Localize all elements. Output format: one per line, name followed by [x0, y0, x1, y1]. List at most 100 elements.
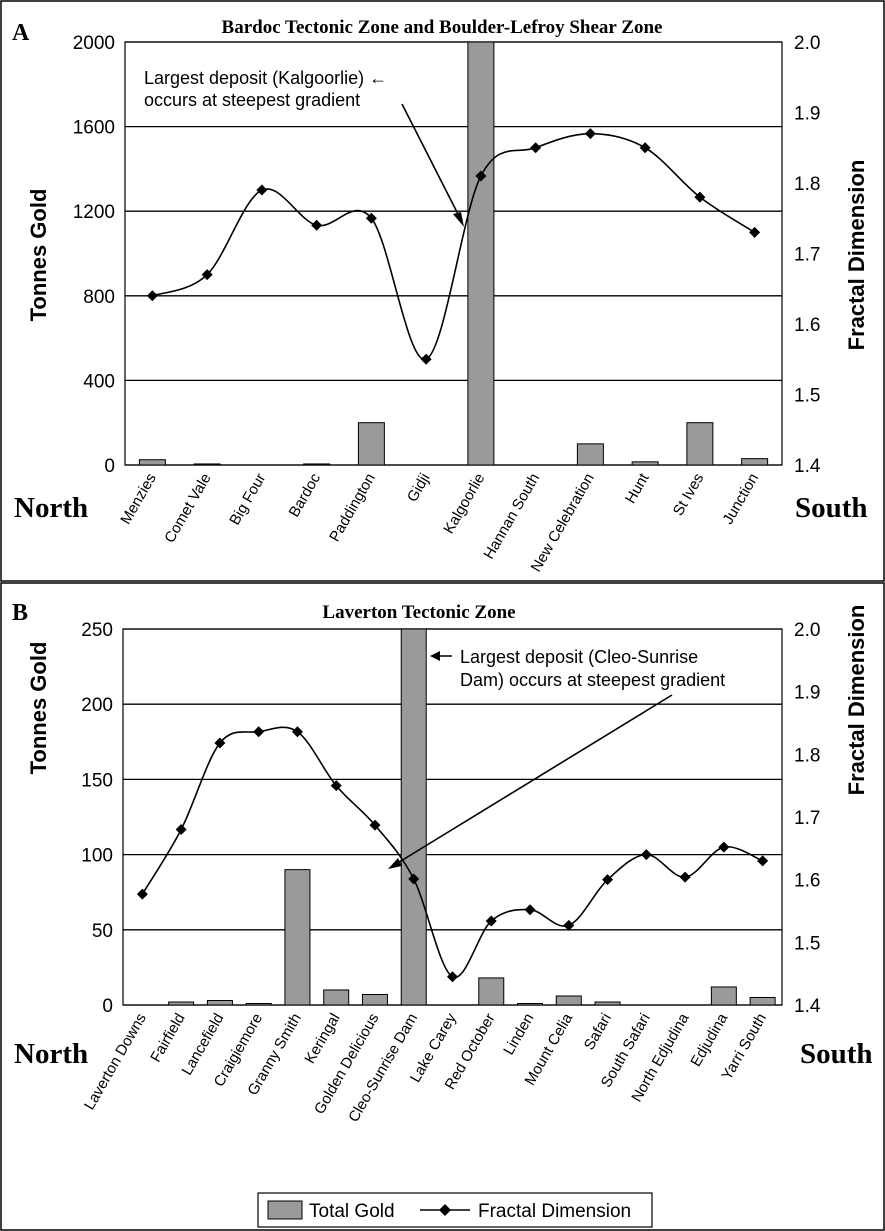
panel-a-line: [146, 128, 761, 365]
point-big-four: [256, 184, 268, 196]
point-cleo-sunrise-dam: [408, 873, 420, 885]
point-hannan-south: [530, 142, 542, 154]
point-gidji: [420, 353, 432, 365]
bar-yarri-south: [749, 996, 776, 1006]
category-label: Linden: [500, 1011, 537, 1059]
panel-a-annotation-line2: occurs at steepest gradient: [144, 90, 360, 110]
panel-a-annotation-arrowhead: [453, 212, 464, 227]
right-tick-label: 1.8: [794, 174, 820, 195]
panel-a-title: Bardoc Tectonic Zone and Boulder-Lefroy …: [222, 17, 663, 38]
bar-safari: [594, 1001, 621, 1006]
point-south-safari: [640, 849, 652, 861]
legend-bar-swatch: [267, 1200, 303, 1220]
panel-a-label: A: [12, 20, 30, 46]
panel-b-bars: [168, 628, 776, 1006]
category-label: Hunt: [622, 470, 653, 507]
point-laverton-downs: [136, 888, 148, 900]
bar-keringal: [323, 989, 350, 1006]
bar-paddington: [357, 422, 385, 466]
bar-junction: [741, 458, 769, 466]
bar-edjudina: [710, 986, 737, 1006]
right-tick-label: 1.8: [794, 745, 820, 766]
legend-bar-label: Total Gold: [309, 1201, 395, 1222]
panel-b-annotation-line1: Largest deposit (Cleo-Sunrise: [460, 647, 698, 667]
right-tick-label: 1.4: [794, 996, 821, 1017]
left-tick-label: 400: [83, 371, 115, 392]
panel-b-south-label: South: [800, 1038, 873, 1070]
plot-area: [124, 41, 783, 466]
category-label: Keringal: [301, 1011, 343, 1067]
left-tick-label: 0: [102, 996, 113, 1017]
left-tick-label: 250: [81, 620, 113, 641]
panel-a-south-label: South: [795, 492, 868, 524]
point-new-celebration: [584, 128, 596, 140]
category-label: Edjudina: [687, 1010, 731, 1070]
point-granny-smith: [291, 726, 303, 738]
panel-a: A Bardoc Tectonic Zone and Boulder-Lefro…: [12, 17, 869, 575]
bar-red-october: [478, 977, 505, 1006]
panel-b-left-ticks: 0 50 100 150 200 250: [81, 620, 113, 1017]
point-golden-delicious: [369, 819, 381, 831]
left-tick-label: 150: [81, 770, 113, 791]
category-label: Junction: [719, 471, 762, 528]
panel-a-category-labels: Menzies Comet Vale Big Four Bardoc Paddingto…: [117, 470, 762, 575]
category-label: Paddington: [326, 471, 379, 545]
bar-hunt: [631, 461, 659, 466]
point-fairfield: [175, 824, 187, 836]
bar-st-ives: [686, 422, 714, 466]
fractal-dimension-line: [141, 726, 763, 979]
point-keringal: [330, 780, 342, 792]
category-label: Gidji: [404, 471, 434, 505]
bar-craigiemore: [245, 1002, 272, 1006]
category-label: Laverton Downs: [81, 1011, 150, 1113]
point-kalgoorlie: [475, 170, 487, 182]
panel-b-north-label: North: [14, 1038, 88, 1070]
point-craigiemore: [253, 726, 265, 738]
right-tick-label: 1.9: [794, 104, 820, 125]
panel-a-annotation-line1: Largest deposit (Kalgoorlie) ←: [144, 68, 387, 88]
point-mount-celia: [563, 919, 575, 931]
point-lancefield: [214, 737, 226, 749]
right-tick-label: 1.6: [794, 315, 820, 336]
fractal-dimension-line: [152, 132, 756, 361]
right-tick-label: 1.4: [794, 456, 821, 477]
right-tick-label: 1.9: [794, 683, 820, 704]
left-tick-label: 1600: [73, 118, 115, 139]
point-hunt: [639, 142, 651, 154]
legend-marker-icon: [439, 1204, 451, 1216]
panel-a-north-label: North: [14, 492, 88, 524]
point-menzies: [146, 290, 158, 302]
point-edjudina: [718, 841, 730, 853]
bar-fairfield: [168, 1001, 195, 1006]
bar-new-celebration: [576, 443, 604, 466]
right-tick-label: 1.5: [794, 933, 820, 954]
category-label: Fairfield: [147, 1011, 188, 1066]
right-tick-label: 1.7: [794, 808, 820, 829]
category-label: Hannan South: [480, 471, 543, 563]
right-tick-label: 1.6: [794, 871, 820, 892]
panel-b-annotation-line2: Dam) occurs at steepest gradient: [460, 670, 725, 690]
bar-granny-smith: [284, 869, 311, 1006]
point-st-ives: [694, 191, 706, 203]
panel-a-right-ticks: 1.4 1.5 1.6 1.7 1.8 1.9 2.0: [794, 33, 821, 477]
left-tick-label: 100: [81, 846, 113, 867]
category-label: Cleo-Sunrise Dam: [345, 1011, 421, 1126]
category-label: Comet Vale: [161, 471, 214, 546]
category-label: St Ives: [670, 471, 708, 519]
bar-bardoc: [303, 463, 331, 466]
point-red-october: [485, 915, 497, 927]
bar-linden: [517, 1002, 544, 1006]
left-tick-label: 200: [81, 695, 113, 716]
bar-comet-vale: [193, 463, 221, 466]
point-linden: [524, 904, 536, 916]
left-tick-label: 800: [83, 287, 115, 308]
panel-b-ylabel: Tonnes Gold: [26, 642, 51, 775]
category-label: Big Four: [226, 471, 269, 529]
panel-a-annotation-arrow: [401, 103, 461, 219]
bar-mount-celia: [555, 995, 582, 1006]
point-comet-vale: [201, 269, 213, 281]
panel-b: B Laverton Tectonic Zone Tonnes Gold Fra…: [12, 600, 873, 1125]
bar-kalgoorlie: [467, 41, 495, 466]
plot-area: [122, 628, 783, 1006]
panel-b-line: [136, 726, 769, 983]
